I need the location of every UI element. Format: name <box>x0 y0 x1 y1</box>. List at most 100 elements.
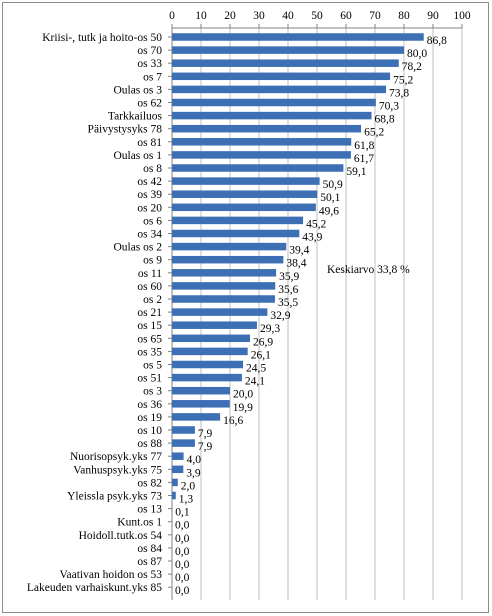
category-label: os 2 <box>143 294 162 306</box>
data-label: 68,8 <box>375 114 395 126</box>
data-label: 1,3 <box>179 494 194 506</box>
category-label: os 9 <box>143 255 162 267</box>
data-label: 24,5 <box>246 363 266 375</box>
data-labels: 86,880,078,275,273,8 70,368,865,261,861,7… <box>175 35 447 597</box>
bar <box>172 124 362 133</box>
x-tick-label: 0 <box>169 10 175 22</box>
category-label: os 10 <box>137 425 162 437</box>
data-label: 0,1 <box>175 507 190 519</box>
category-label: os 42 <box>137 176 162 188</box>
category-label: os 82 <box>137 477 162 489</box>
x-tick-label: 80 <box>398 10 410 22</box>
category-label: os 87 <box>137 556 162 568</box>
bar <box>172 46 404 54</box>
data-label: 0,0 <box>175 559 190 571</box>
bar <box>172 308 268 316</box>
data-label: 16,6 <box>223 415 243 427</box>
bar <box>172 282 276 290</box>
bar <box>172 321 257 329</box>
category-label: Vaativan hoidon os 53 <box>59 569 162 581</box>
data-label: 61,7 <box>354 153 374 165</box>
category-label: os 33 <box>137 58 162 70</box>
data-label: 43,9 <box>302 232 322 244</box>
bar <box>172 269 277 277</box>
data-label: 59,1 <box>346 166 366 178</box>
bar <box>172 138 352 146</box>
bar <box>172 386 230 395</box>
category-label: os 8 <box>143 163 162 175</box>
category-label: Oulas os 3 <box>113 84 162 96</box>
data-label: 3,9 <box>186 467 201 479</box>
x-tick-label: 40 <box>282 10 294 22</box>
bar <box>172 203 316 212</box>
category-label: Tarkkailuos <box>108 111 163 123</box>
data-label: 80,0 <box>407 48 427 60</box>
bar <box>172 360 244 369</box>
category-label: Lakeuden varhaiskunt.yks 85 <box>27 582 162 594</box>
category-label: Oulas os 1 <box>113 150 162 162</box>
category-label: os 88 <box>137 438 162 450</box>
category-label: os 70 <box>137 45 162 57</box>
category-label: os 84 <box>137 543 162 555</box>
x-tick-label: 60 <box>340 10 352 22</box>
bar <box>172 465 184 474</box>
data-label: 35,9 <box>279 271 299 283</box>
data-label: 20,0 <box>233 389 253 401</box>
bar <box>172 334 251 343</box>
x-tick-label: 90 <box>427 10 439 22</box>
data-label: 4,0 <box>187 454 202 466</box>
data-label: 7,9 <box>198 428 213 440</box>
average-annotation: Keskiarvo 33,8 % <box>327 264 410 276</box>
x-axis-ticks: 0 10 20 30 40 50 60 70 80 90 100 <box>169 10 471 28</box>
data-label: 24,1 <box>245 376 265 388</box>
bar <box>172 491 176 500</box>
bar <box>172 439 195 447</box>
category-label: os 15 <box>137 320 162 332</box>
data-label: 0,0 <box>175 585 190 597</box>
bar <box>172 413 221 421</box>
data-label: 19,9 <box>233 402 253 414</box>
data-label: 65,2 <box>364 127 384 139</box>
category-label: os 6 <box>143 215 162 227</box>
category-label: os 81 <box>137 137 162 149</box>
category-label: os 7 <box>143 71 162 83</box>
category-label: os 13 <box>137 504 162 516</box>
data-label: 50,9 <box>323 179 343 191</box>
category-label: os 21 <box>137 307 162 319</box>
data-label: 7,9 <box>198 441 213 453</box>
data-label: 50,1 <box>320 192 340 204</box>
bar <box>172 400 230 408</box>
bar <box>172 111 372 120</box>
bar <box>172 229 300 238</box>
bar <box>172 242 287 251</box>
data-label: 0,0 <box>175 572 190 584</box>
data-label: 86,8 <box>427 35 447 47</box>
bar <box>172 72 391 81</box>
category-label: Hoidoll.tutk.os 54 <box>79 530 163 542</box>
data-label: 35,5 <box>278 297 298 309</box>
category-label: os 62 <box>137 98 162 110</box>
data-label: 0,0 <box>175 533 190 545</box>
category-label: Kriisi-, tutk ja hoito-os 50 <box>42 32 162 44</box>
category-label: Vanhuspsyk.yks 75 <box>73 464 162 476</box>
bar <box>172 190 318 198</box>
bar <box>172 85 387 94</box>
data-label: 0,0 <box>175 520 190 532</box>
data-label: 61,8 <box>354 140 374 152</box>
bar <box>172 98 376 107</box>
bar <box>172 151 351 159</box>
category-label: os 36 <box>137 399 162 411</box>
bar <box>172 33 424 41</box>
data-label: 26,1 <box>251 349 271 361</box>
x-tick-label: 10 <box>195 10 207 22</box>
data-label: 73,8 <box>389 87 409 99</box>
data-label: 49,6 <box>319 205 339 217</box>
bar <box>172 164 344 172</box>
data-label: 39,4 <box>289 245 309 257</box>
bar <box>172 426 195 434</box>
data-label: 38,4 <box>286 258 306 270</box>
data-label: 78,2 <box>402 61 422 73</box>
category-label: Nuorisopsyk.yks 77 <box>70 451 162 463</box>
category-label: os 65 <box>137 333 162 345</box>
bar <box>172 373 242 382</box>
